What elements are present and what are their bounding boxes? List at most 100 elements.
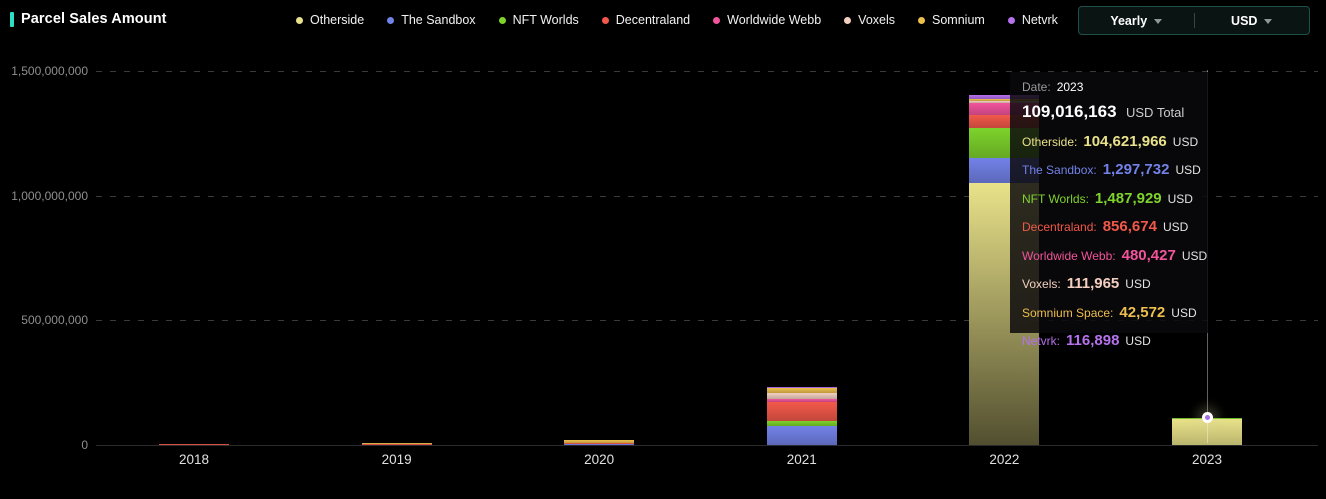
tooltip-row-value: 1,487,929: [1094, 189, 1162, 207]
tooltip-row-nft-worlds: NFT Worlds: 1,487,929 USD: [1022, 190, 1198, 208]
legend-dot: [844, 16, 852, 24]
legend-item-voxels[interactable]: Voxels: [844, 13, 895, 27]
gridline: [96, 320, 1318, 322]
legend-dot: [918, 16, 926, 24]
tooltip-date: Date: 2023: [1022, 80, 1198, 94]
tooltip-row-label: Voxels:: [1022, 277, 1061, 291]
period-dropdown-label: Yearly: [1110, 13, 1148, 28]
legend-dot: [296, 16, 303, 24]
tooltip-row-label: Netvrk:: [1022, 334, 1061, 348]
legend-dot: [387, 16, 395, 24]
bar-segment-voxels: [564, 442, 635, 444]
chart-header: Parcel Sales Amount: [10, 11, 167, 27]
period-dropdown[interactable]: Yearly: [1079, 7, 1194, 34]
tooltip-row-label: Decentraland:: [1022, 220, 1097, 234]
bar-segment-voxels: [969, 100, 1040, 103]
gridline: [96, 71, 1318, 72]
legend-label: The Sandbox: [401, 13, 476, 27]
currency-dropdown-label: USD: [1231, 13, 1258, 28]
tooltip-row-label: NFT Worlds:: [1022, 191, 1089, 206]
tooltip-row-value: 104,621,966: [1083, 132, 1167, 150]
tooltip: Date: 2023 109,016,163 USD Total Othersid…: [1010, 72, 1208, 349]
tooltip-row-worldwide-webb: Worldwide Webb: 480,427 USD: [1022, 246, 1207, 265]
legend-dot: [1007, 16, 1015, 24]
tooltip-row-value: 42,572: [1119, 303, 1166, 321]
tooltip-row-suffix: USD: [1172, 134, 1199, 149]
y-axis-tick: 500,000,000: [21, 313, 88, 328]
bar-segment-somnium: [969, 99, 1040, 101]
tooltip-row-label: Somnium Space:: [1022, 305, 1114, 320]
bar-segment-nft-worlds: [766, 421, 837, 427]
x-axis-tick-2018: 2018: [178, 452, 210, 467]
legend-item-nft-worlds[interactable]: NFT Worlds: [498, 13, 579, 27]
y-axis-tick: 0: [81, 438, 88, 452]
x-axis-tick-2022: 2022: [989, 452, 1020, 467]
tooltip-row-suffix: USD: [1175, 163, 1201, 177]
bar-segment-netvrk: [969, 95, 1040, 100]
tooltip-row-voxels: Voxels: 111,965 USD: [1022, 275, 1198, 293]
tooltip-row-value: 1,297,732: [1102, 161, 1170, 178]
tooltip-row-label: Otherside:: [1022, 134, 1078, 149]
chevron-down-icon: [1154, 19, 1163, 24]
bar-segment-voxels: [766, 393, 837, 400]
chevron-down-icon: [1264, 19, 1273, 24]
legend-label: Otherside: [310, 13, 365, 27]
legend-dot: [498, 16, 506, 24]
bar-segment-decentraland: [159, 444, 229, 445]
tooltip-row-suffix: USD: [1171, 305, 1197, 320]
tooltip-row-the-sandbox: The Sandbox: 1,297,732 USD: [1022, 161, 1201, 179]
x-axis-tick-2021: 2021: [786, 452, 817, 467]
tooltip-row-somnium-space: Somnium Space: 42,572 USD: [1022, 304, 1198, 322]
legend-label: Voxels: [858, 13, 896, 27]
bar-2021[interactable]: [766, 61, 837, 445]
legend-label: Worldwide Webb: [727, 13, 822, 27]
control-divider: [1193, 13, 1195, 28]
tooltip-total-row: 109,016,163 USD Total: [1022, 102, 1198, 122]
legend-dot: [601, 16, 609, 24]
bar-segment-the-sandbox: [766, 426, 837, 445]
tooltip-row-suffix: USD: [1125, 277, 1151, 291]
bar-segment-worldwide-webb: [766, 399, 837, 403]
legend: Otherside The Sandbox NFT Worlds Decentrala…: [296, 13, 1058, 27]
tooltip-row-label: The Sandbox:: [1022, 163, 1097, 177]
legend-label: Somnium: [932, 13, 985, 27]
x-axis-tick-2020: 2020: [584, 452, 615, 467]
tooltip-row-suffix: USD: [1162, 220, 1189, 234]
legend-item-decentraland[interactable]: Decentraland: [601, 13, 691, 27]
hover-marker: [1201, 412, 1213, 424]
legend-item-somnium[interactable]: Somnium: [918, 13, 985, 27]
x-axis-tick-2023: 2023: [1191, 452, 1223, 467]
bar-segment-otherside: [1172, 418, 1242, 445]
legend-item-the-sandbox[interactable]: The Sandbox: [387, 13, 476, 27]
legend-item-worldwide-webb[interactable]: Worldwide Webb: [713, 13, 821, 27]
tooltip-date-label: Date:: [1022, 80, 1051, 94]
legend-dot: [713, 16, 721, 24]
x-axis-tick-2019: 2019: [381, 452, 412, 467]
bar-2018[interactable]: [159, 61, 229, 445]
bar-segment-somnium: [564, 439, 635, 443]
legend-label: Decentraland: [615, 13, 691, 27]
tooltip-row-value: 856,674: [1102, 218, 1157, 235]
page-title: Parcel Sales Amount: [21, 11, 167, 27]
legend-item-otherside[interactable]: Otherside: [296, 13, 364, 27]
y-axis-tick: 1,000,000,000: [11, 188, 88, 203]
tooltip-date-value: 2023: [1056, 80, 1084, 94]
bar-segment-decentraland: [361, 443, 432, 445]
hover-marker-core: [1204, 415, 1210, 421]
tooltip-row-suffix: USD: [1167, 191, 1193, 206]
bar-segment-decentraland: [766, 402, 837, 422]
legend-item-netvrk[interactable]: Netvrk: [1007, 13, 1058, 27]
tooltip-row-value: 480,427: [1121, 246, 1176, 264]
bar-2019[interactable]: [361, 61, 432, 445]
tooltip-row-decentraland: Decentraland: 856,674 USD: [1022, 218, 1198, 236]
legend-label: Netvrk: [1021, 13, 1058, 27]
title-accent-bar: [10, 11, 14, 27]
currency-dropdown[interactable]: USD: [1195, 7, 1310, 34]
tooltip-row-suffix: USD: [1125, 334, 1151, 348]
range-control: Yearly USD: [1078, 6, 1310, 35]
bar-segment-netvrk: [766, 387, 837, 389]
tooltip-row-value: 116,898: [1066, 332, 1120, 349]
bar-2020[interactable]: [564, 61, 635, 445]
tooltip-row-suffix: USD: [1181, 248, 1208, 263]
